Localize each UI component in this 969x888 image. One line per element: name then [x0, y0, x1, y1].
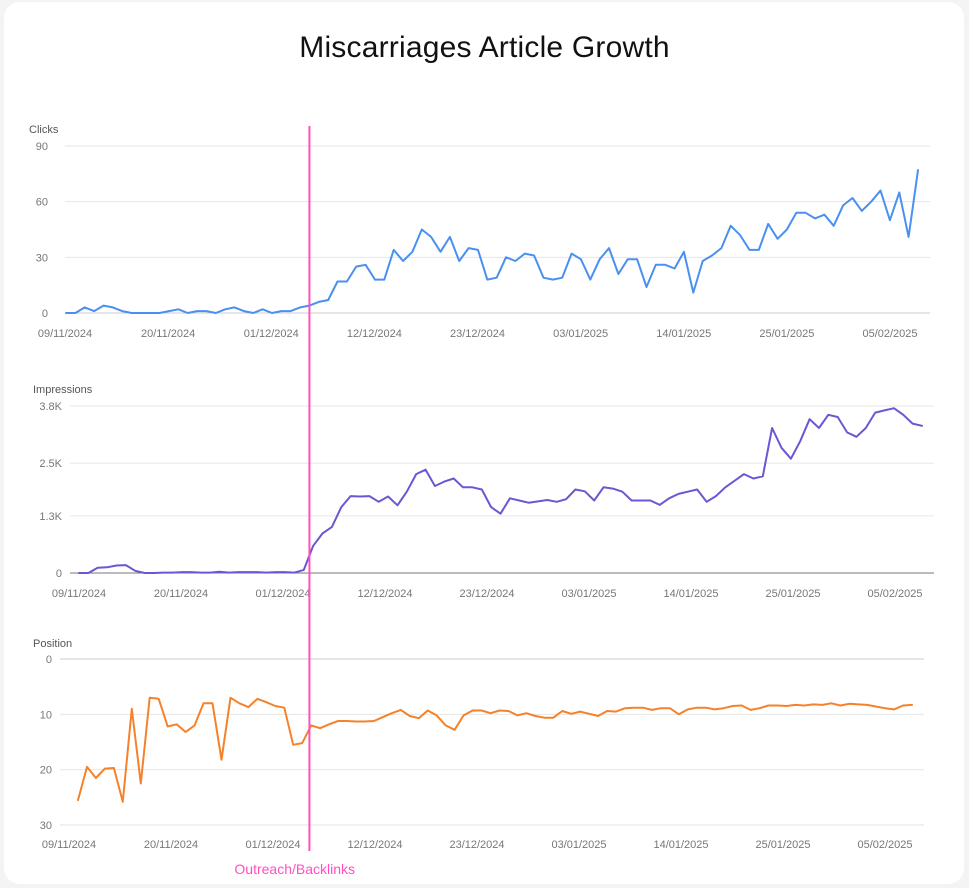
position-series-line: [77, 696, 913, 803]
impressions-xtick-label: 12/12/2024: [357, 588, 412, 600]
clicks-xtick-label: 20/11/2024: [141, 328, 195, 340]
impressions-panel: Impressions 0 1.3K 2.5K 3.8K 09/11/2024 20/11/…: [33, 384, 934, 600]
position-xtick-label: 01/12/2024: [245, 839, 300, 851]
position-axis-title: Position: [33, 638, 72, 650]
clicks-xtick-label: 14/01/2025: [656, 328, 711, 340]
position-panel: Position 0 10 20 30 09/11/2024 20/11/2024 01/12…: [33, 638, 924, 851]
impressions-xtick-label: 09/11/2024: [52, 588, 106, 600]
impressions-xtick-label: 14/01/2025: [663, 588, 718, 600]
clicks-xtick-label: 23/12/2024: [450, 328, 505, 340]
position-xtick-label: 12/12/2024: [347, 839, 402, 851]
position-xtick-label: 25/01/2025: [755, 839, 810, 851]
clicks-ytick-label: 90: [36, 141, 48, 153]
annotation-layer: Outreach/Backlinks: [234, 126, 355, 877]
outreach-marker-label: Outreach/Backlinks: [234, 861, 355, 877]
clicks-xtick-label: 09/11/2024: [38, 328, 92, 340]
position-xtick-label: 05/02/2025: [857, 839, 912, 851]
impressions-ytick-label: 1.3K: [39, 511, 62, 523]
position-xtick-label: 09/11/2024: [42, 839, 96, 851]
position-xtick-label: 23/12/2024: [449, 839, 504, 851]
impressions-xtick-label: 20/11/2024: [154, 588, 208, 600]
impressions-ytick-label: 3.8K: [39, 401, 62, 413]
clicks-xtick-label: 03/01/2025: [553, 328, 608, 340]
clicks-panel: Clicks 0 30 60 90 09/11/2024 20/11/2024 01/12/2…: [29, 124, 930, 340]
impressions-xtick-label: 03/01/2025: [561, 588, 616, 600]
clicks-ytick-label: 60: [36, 197, 48, 209]
position-ytick-label: 10: [40, 709, 52, 721]
clicks-xtick-label: 05/02/2025: [862, 328, 917, 340]
clicks-series-line: [65, 169, 919, 314]
position-ytick-label: 30: [40, 820, 52, 832]
impressions-ytick-label: 0: [56, 568, 62, 580]
position-xtick-label: 20/11/2024: [144, 839, 198, 851]
chart-title: Miscarriages Article Growth: [299, 31, 670, 64]
clicks-ytick-label: 0: [42, 308, 48, 320]
clicks-xtick-label: 01/12/2024: [244, 328, 299, 340]
chart-card: [4, 2, 964, 884]
impressions-ytick-label: 2.5K: [39, 458, 62, 470]
clicks-xtick-label: 12/12/2024: [347, 328, 402, 340]
clicks-xtick-label: 25/01/2025: [759, 328, 814, 340]
position-xtick-label: 03/01/2025: [551, 839, 606, 851]
impressions-xtick-label: 25/01/2025: [765, 588, 820, 600]
impressions-axis-title: Impressions: [33, 384, 93, 396]
impressions-xtick-label: 01/12/2024: [255, 588, 310, 600]
position-ytick-label: 0: [46, 654, 52, 666]
position-xtick-label: 14/01/2025: [653, 839, 708, 851]
clicks-axis-title: Clicks: [29, 124, 59, 136]
clicks-ytick-label: 30: [36, 252, 48, 264]
impressions-series-line: [78, 407, 923, 574]
impressions-xtick-label: 23/12/2024: [459, 588, 514, 600]
position-ytick-label: 20: [40, 765, 52, 777]
impressions-xtick-label: 05/02/2025: [867, 588, 922, 600]
